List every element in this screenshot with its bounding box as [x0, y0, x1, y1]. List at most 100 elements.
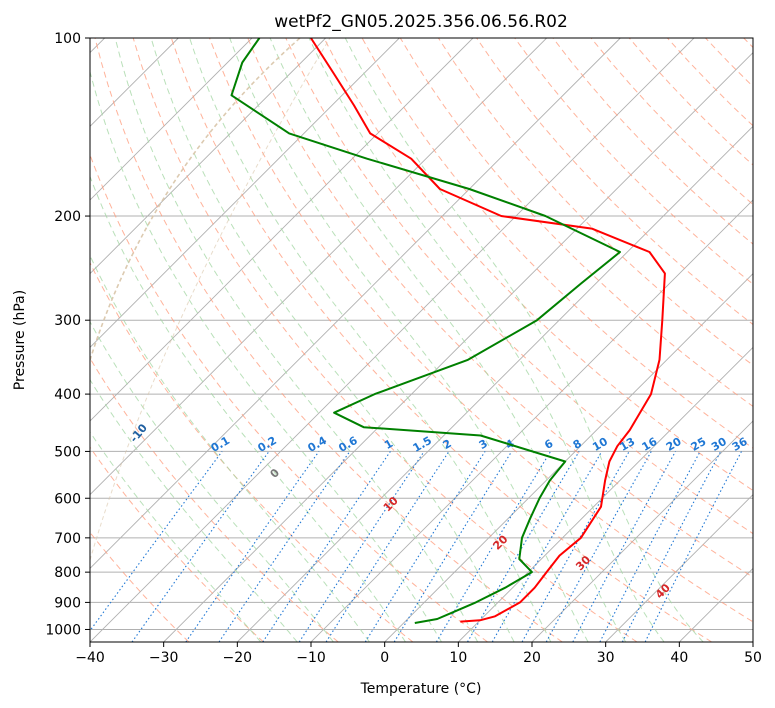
- moist-adiabat-line: [150, 38, 515, 642]
- arc-line: [90, 38, 301, 361]
- mixing-ratio-line: [90, 451, 223, 632]
- dry-adiabat-line: [90, 357, 339, 642]
- dry-adiabat-line: [552, 38, 753, 245]
- isotherm-line: [90, 38, 621, 569]
- dry-adiabat-line: [285, 38, 753, 535]
- axes: −40 −30 −20 −10 0 10 20 30 40 5010020030040050060…: [45, 31, 762, 666]
- plot-frame: [89, 37, 754, 643]
- isotherm-line: [310, 199, 753, 642]
- moist-adiabat-line: [90, 378, 298, 642]
- mixing-ratio-label: 6: [542, 437, 555, 452]
- y-tick-label: 600: [54, 491, 81, 507]
- dry-adiabat-line: [94, 38, 563, 642]
- contour-labels: 0.10.20.40.611.52346810131620253036-100-…: [127, 421, 750, 601]
- dry-adiabat-line: [90, 531, 190, 642]
- dry-adiabat-line: [247, 38, 753, 578]
- moist-adiabat-line: [114, 38, 479, 642]
- dry-adiabat-line: [514, 38, 753, 285]
- dry-adiabat-line: [132, 38, 638, 642]
- mixing-ratio-label: 2: [441, 437, 454, 452]
- x-tick-label: 10: [449, 650, 467, 666]
- y-tick-label: 700: [54, 531, 81, 547]
- y-tick-label: 100: [54, 31, 81, 47]
- arc-line: [90, 38, 331, 561]
- moist-adiabat-label: 40: [653, 581, 673, 601]
- mixing-ratio-line: [545, 451, 652, 642]
- mixing-ratio-line: [218, 451, 351, 642]
- moist-adiabat-line: [90, 431, 262, 642]
- moist-adiabat-label: 0: [268, 466, 283, 481]
- x-tick-label: 40: [670, 650, 688, 666]
- mixing-ratio-line: [131, 451, 270, 642]
- dry-adiabat-line: [90, 153, 488, 642]
- dry-adiabat-line: [170, 38, 712, 642]
- isotherm-line: [90, 38, 695, 642]
- chart-title: wetPf2_GN05.2025.356.06.56.R02: [274, 12, 568, 32]
- arc-line: [90, 38, 301, 361]
- moist-adiabat-line: [344, 38, 704, 642]
- y-tick-label: 900: [54, 595, 81, 611]
- x-tick-label: 50: [744, 650, 762, 666]
- moist-adiabat-label: 30: [573, 553, 593, 573]
- dry-adiabat-line: [323, 38, 753, 492]
- moist-adiabat-line: [269, 38, 627, 642]
- isotherm-line: [90, 38, 326, 275]
- isotherm-line: [90, 38, 547, 496]
- dry-adiabat-line: [590, 38, 753, 206]
- moist-adiabat-line: [229, 38, 589, 642]
- dry-adiabat-line: [209, 38, 753, 623]
- mixing-ratio-line: [621, 451, 722, 642]
- x-tick-label: −20: [223, 650, 253, 666]
- isotherm-line: [752, 641, 753, 642]
- dry-adiabat-line: [476, 38, 753, 326]
- moist-adiabat-line: [90, 320, 334, 642]
- mixing-ratio-line: [262, 451, 391, 642]
- isotherm-line: [163, 52, 753, 642]
- x-tick-label: −40: [75, 650, 105, 666]
- moist-adiabat-line: [90, 254, 370, 642]
- isotherm-line: [531, 420, 753, 642]
- x-tick-label: 20: [523, 650, 541, 666]
- moist-adiabat-line: [189, 38, 552, 642]
- mixing-ratio-line: [599, 451, 701, 642]
- dry-adiabat-line: [90, 261, 414, 642]
- isotherm-line: [237, 125, 753, 642]
- y-tick-label: 800: [54, 565, 81, 581]
- isotherm-line: [679, 567, 753, 642]
- x-axis-label: Temperature (°C): [360, 681, 482, 697]
- moist-adiabat-label: 20: [490, 532, 510, 552]
- dry-adiabat-line: [90, 446, 264, 642]
- moist-adiabat-line: [90, 175, 406, 642]
- y-axis-label: Pressure (hPa): [12, 290, 28, 390]
- x-tick-label: −30: [149, 650, 179, 666]
- mixing-ratio-line: [521, 451, 630, 642]
- y-tick-label: 200: [54, 209, 81, 225]
- x-tick-label: 30: [597, 650, 615, 666]
- temperature-line: [310, 38, 666, 623]
- mixing-ratio-line: [298, 451, 425, 642]
- mixing-ratio-line: [644, 451, 742, 642]
- plot-grid: [90, 38, 753, 642]
- x-tick-label: −10: [296, 650, 326, 666]
- dewpoint-line: [230, 38, 621, 624]
- moist-adiabat-line: [308, 38, 665, 642]
- mixing-ratio-line: [185, 451, 320, 642]
- mixing-ratio-line: [467, 451, 580, 642]
- isotherm-line: [458, 346, 753, 642]
- isotherm-line: [90, 38, 253, 201]
- dry-adiabat-line: [667, 38, 753, 127]
- mixing-ratio-line: [325, 451, 450, 642]
- y-tick-label: 400: [54, 387, 81, 403]
- isotherm-line: [384, 273, 753, 642]
- x-tick-label: 0: [380, 650, 389, 666]
- y-tick-label: 300: [54, 313, 81, 329]
- mixing-ratio-line: [572, 451, 676, 642]
- dry-adiabat-line: [705, 38, 753, 88]
- mixing-ratio-line: [364, 451, 486, 642]
- dry-adiabat-line: [437, 38, 753, 366]
- y-tick-label: 500: [54, 444, 81, 460]
- dry-adiabat-line: [743, 38, 753, 49]
- y-tick-label: 1000: [45, 622, 81, 638]
- isotherm-line: [605, 494, 753, 642]
